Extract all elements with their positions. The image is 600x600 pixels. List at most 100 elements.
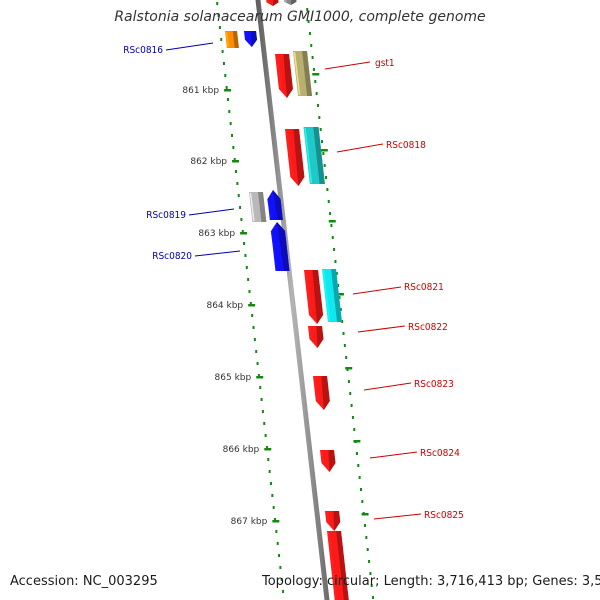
gene-shade-RSc0816-orange xyxy=(232,31,239,48)
gene-highlight-RSc0819 xyxy=(267,198,273,220)
gene-highlight-RSc0823 xyxy=(313,376,320,402)
inner-minor-tick xyxy=(224,74,227,77)
inner-minor-tick xyxy=(236,182,239,185)
outer-major-tick xyxy=(320,149,328,152)
gene-shade-RSc0818-red xyxy=(293,129,305,186)
inner-minor-tick xyxy=(233,158,236,161)
outer-minor-tick xyxy=(325,176,328,179)
outer-minor-tick xyxy=(372,596,375,599)
inner-minor-tick xyxy=(226,98,229,101)
gene-label-RSc0822: RSc0822 xyxy=(408,322,448,333)
outer-minor-tick xyxy=(366,548,369,551)
leader-line-RSc0816 xyxy=(165,42,214,51)
leader-line-RSc0823 xyxy=(363,382,412,391)
gene-highlight-top-gray-a xyxy=(284,0,288,3)
outer-minor-tick xyxy=(341,320,344,323)
gene-highlight-RSc0821 xyxy=(322,269,331,322)
inner-minor-tick xyxy=(274,518,277,521)
gene-shade-RSc0819 xyxy=(273,190,283,220)
leader-line-RSc0818 xyxy=(336,143,384,153)
inner-minor-tick xyxy=(267,458,270,461)
inner-minor-tick xyxy=(217,14,220,17)
outer-minor-tick xyxy=(342,332,345,335)
leader-line-RSc0821 xyxy=(352,286,402,295)
leader-line-RSc0824 xyxy=(369,451,418,459)
inner-minor-tick xyxy=(265,446,268,449)
major-tick xyxy=(232,160,240,163)
gene-label-RSc0820: RSc0820 xyxy=(152,251,192,262)
inner-minor-tick xyxy=(252,326,255,329)
tick-label: 866 kbp xyxy=(223,445,260,455)
outer-minor-tick xyxy=(370,584,373,587)
inner-minor-tick xyxy=(261,410,264,413)
major-tick xyxy=(224,89,232,92)
outer-major-tick xyxy=(336,293,344,296)
gene-shade-RSc0825 xyxy=(333,511,341,531)
inner-minor-tick xyxy=(269,482,272,485)
gene-label-RSc0819: RSc0819 xyxy=(146,210,186,221)
inner-minor-tick xyxy=(228,110,231,113)
gene-shade-RSc0819-gray xyxy=(258,192,267,222)
leader-line-RSc0825 xyxy=(373,513,422,520)
inner-minor-tick xyxy=(218,26,221,29)
gene-shade-top-gray-a xyxy=(290,0,297,5)
inner-minor-tick xyxy=(279,566,282,569)
outer-minor-tick xyxy=(316,104,319,107)
gene-label-RSc0821: RSc0821 xyxy=(404,282,444,293)
inner-minor-tick xyxy=(271,494,274,497)
major-tick xyxy=(240,232,248,235)
outer-minor-tick xyxy=(333,248,336,251)
outer-minor-tick xyxy=(338,296,341,299)
inner-minor-tick xyxy=(259,386,262,389)
accession-text: Accession: NC_003295 xyxy=(10,574,158,589)
inner-minor-tick xyxy=(216,2,219,5)
gene-shade-gst1 xyxy=(302,51,313,96)
outer-major-tick xyxy=(353,440,361,443)
outer-major-tick xyxy=(312,73,320,76)
outer-minor-tick xyxy=(319,128,322,131)
outer-minor-tick xyxy=(369,572,372,575)
outer-minor-tick xyxy=(318,116,321,119)
gene-highlight-RSc0824 xyxy=(320,450,325,464)
major-tick xyxy=(256,376,264,379)
gene-highlight-RSc0821-red xyxy=(304,270,313,316)
tick-label: 863 kbp xyxy=(198,229,235,239)
outer-minor-tick xyxy=(351,416,354,419)
gene-shade-RSc0821-red xyxy=(312,270,324,324)
major-tick xyxy=(264,448,272,451)
inner-minor-tick xyxy=(237,194,240,197)
inner-minor-tick xyxy=(272,506,275,509)
gene-highlight-RSc0816-orange xyxy=(225,31,230,48)
gene-shade-RSc0816 xyxy=(251,31,257,47)
gene-highlight-RSc0819-gray xyxy=(249,192,255,222)
inner-minor-tick xyxy=(245,266,248,269)
inner-minor-tick xyxy=(235,170,238,173)
outer-minor-tick xyxy=(359,488,362,491)
tick-label: 865 kbp xyxy=(215,373,252,383)
leader-line-RSc0819 xyxy=(188,208,235,216)
inner-minor-tick xyxy=(249,302,252,305)
inner-minor-tick xyxy=(275,530,278,533)
inner-minor-tick xyxy=(244,254,247,257)
outer-minor-tick xyxy=(315,92,318,95)
outer-minor-tick xyxy=(327,200,330,203)
gene-highlight-gst1 xyxy=(293,51,301,96)
inner-minor-tick xyxy=(240,218,243,221)
gene-highlight-RSc0820 xyxy=(270,230,278,271)
inner-minor-tick xyxy=(231,134,234,137)
outer-minor-tick xyxy=(357,464,360,467)
outer-minor-tick xyxy=(334,260,337,263)
gene-shade-bottom-red xyxy=(336,531,349,600)
gene-label-RSc0825: RSc0825 xyxy=(424,510,464,521)
inner-minor-tick xyxy=(263,422,266,425)
gene-shade-RSc0822 xyxy=(316,326,324,348)
genome-backbone xyxy=(255,0,330,600)
gene-label-RSc0823: RSc0823 xyxy=(414,379,454,390)
inner-minor-tick xyxy=(280,578,283,581)
inner-minor-tick xyxy=(232,146,235,149)
inner-minor-tick xyxy=(253,338,256,341)
outer-minor-tick xyxy=(349,392,352,395)
outer-major-tick xyxy=(345,367,353,370)
gene-label-RSc0824: RSc0824 xyxy=(420,448,460,459)
gene-highlight-top-red-a xyxy=(266,0,270,3)
